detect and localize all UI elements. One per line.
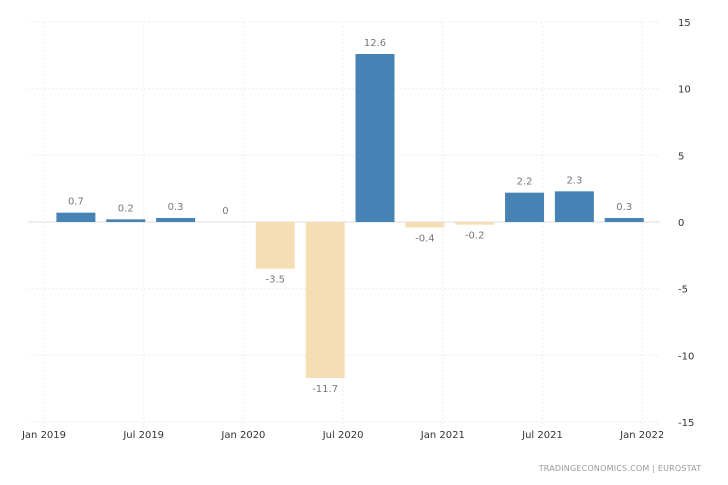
y-tick-label: 15 — [678, 18, 691, 29]
data-label: -11.7 — [312, 384, 338, 395]
y-tick-label: -10 — [678, 351, 694, 362]
bar — [305, 222, 345, 378]
x-tick-label: Jan 2019 — [21, 430, 66, 441]
bar — [405, 222, 445, 228]
x-tick-label: Jul 2019 — [122, 430, 164, 441]
data-label: -0.2 — [465, 231, 485, 242]
source-footer: TRADINGECONOMICS.COM | EUROSTAT — [538, 464, 702, 473]
bar — [355, 54, 395, 222]
y-tick-label: -15 — [678, 418, 694, 429]
data-label: 12.6 — [364, 38, 386, 49]
data-label: 0.7 — [68, 197, 84, 208]
y-tick-label: 0 — [678, 218, 684, 229]
y-tick-label: 5 — [678, 151, 684, 162]
bar — [156, 218, 196, 222]
data-label: -0.4 — [415, 233, 435, 244]
bar — [255, 222, 295, 269]
x-tick-label: Jan 2021 — [420, 430, 465, 441]
x-tick-label: Jan 2020 — [220, 430, 265, 441]
x-tick-label: Jan 2022 — [619, 430, 664, 441]
data-label: 2.2 — [517, 177, 533, 188]
x-tick-label: Jul 2021 — [521, 430, 563, 441]
data-label: 0.2 — [118, 203, 134, 214]
data-label: 0 — [222, 206, 228, 217]
data-label: 2.3 — [566, 175, 582, 186]
bar — [505, 192, 545, 222]
bar — [604, 218, 644, 222]
data-label: 0.3 — [616, 202, 632, 213]
y-tick-label: -5 — [678, 285, 688, 296]
y-tick-label: 10 — [678, 85, 691, 96]
x-tick-label: Jul 2020 — [322, 430, 364, 441]
data-label: -3.5 — [266, 275, 286, 286]
bar — [56, 212, 96, 222]
data-label: 0.3 — [168, 202, 184, 213]
bar — [554, 191, 594, 222]
bar — [106, 219, 146, 222]
bar — [455, 222, 495, 225]
